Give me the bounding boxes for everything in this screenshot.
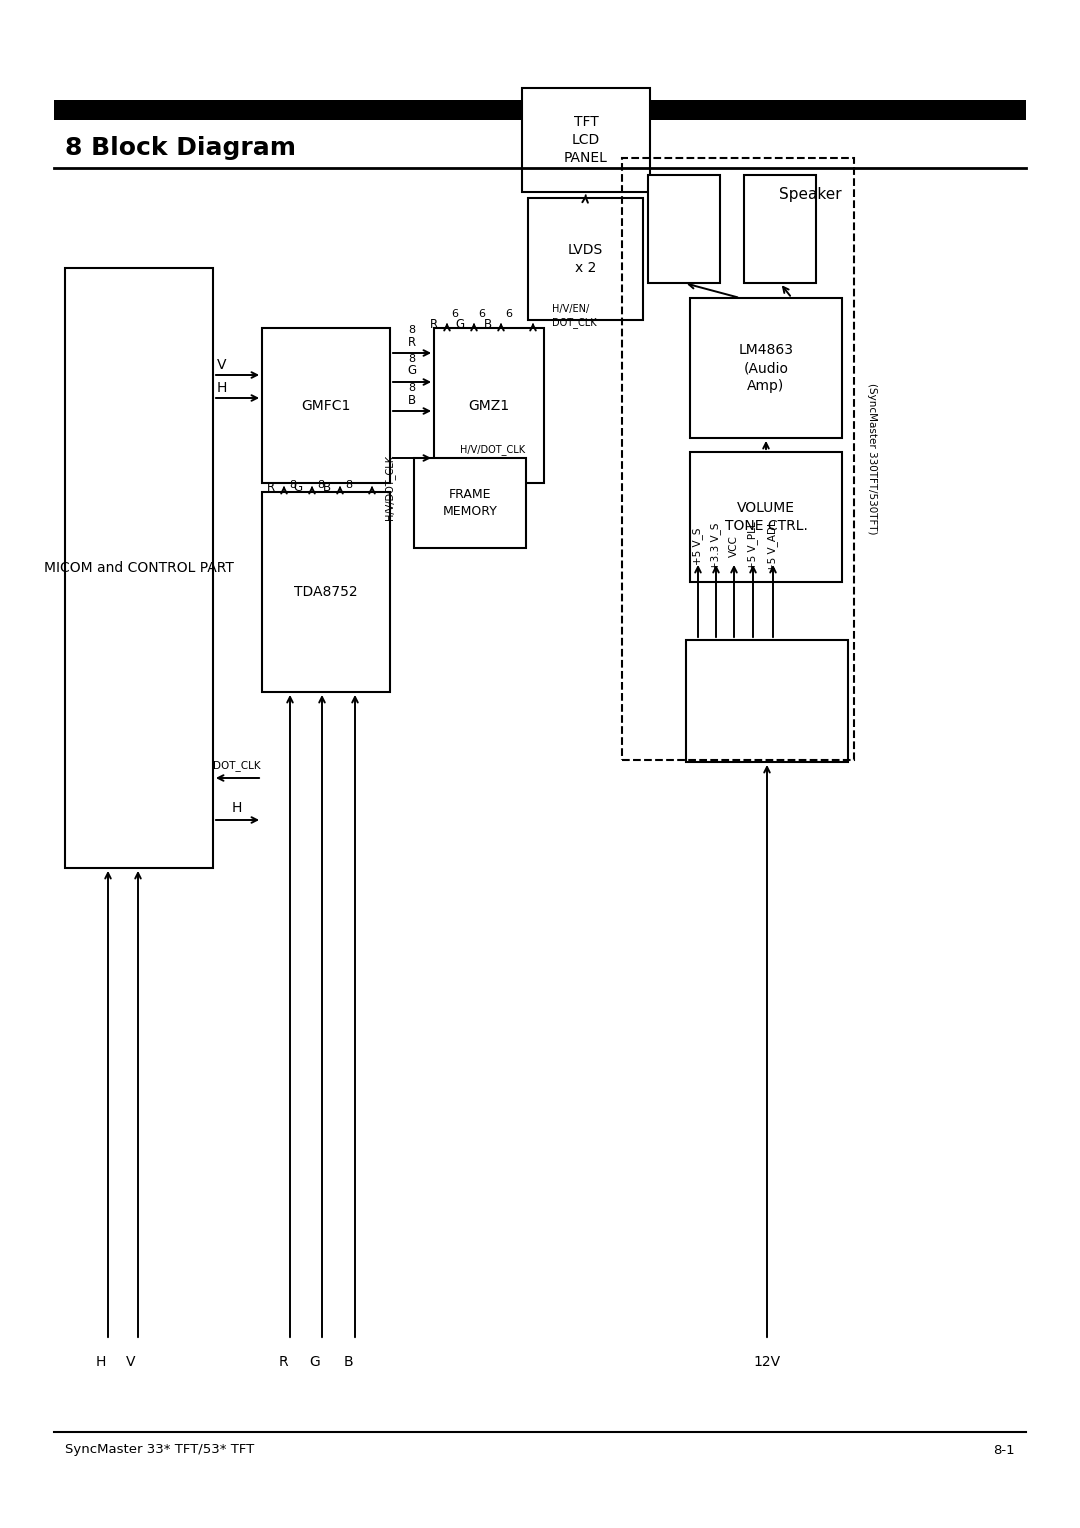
Text: R: R: [408, 336, 416, 348]
Text: R: R: [430, 318, 438, 330]
Text: MICOM and CONTROL PART: MICOM and CONTROL PART: [44, 561, 234, 575]
Text: +5 V_ADL: +5 V_ADL: [768, 520, 779, 571]
FancyBboxPatch shape: [744, 176, 816, 283]
Text: B: B: [343, 1355, 353, 1369]
Text: R: R: [267, 481, 275, 494]
Text: 8: 8: [289, 480, 296, 490]
Text: 8 Block Diagram: 8 Block Diagram: [65, 136, 296, 160]
Text: FRAME
MEMORY: FRAME MEMORY: [443, 489, 498, 518]
Text: 8-1: 8-1: [994, 1444, 1015, 1456]
Text: GMFC1: GMFC1: [301, 399, 351, 413]
Text: LVDS
x 2: LVDS x 2: [568, 243, 603, 275]
Text: TDA8752: TDA8752: [294, 585, 357, 599]
FancyBboxPatch shape: [262, 492, 390, 692]
Text: H/V/DOT_CLK: H/V/DOT_CLK: [384, 454, 395, 520]
Text: 8: 8: [408, 325, 416, 335]
Text: G: G: [456, 318, 465, 330]
Text: B: B: [408, 394, 416, 406]
Text: 8: 8: [345, 480, 352, 490]
Text: G: G: [310, 1355, 321, 1369]
Text: VOLUME
TONE CTRL.: VOLUME TONE CTRL.: [725, 501, 808, 533]
FancyBboxPatch shape: [414, 458, 526, 549]
Text: V: V: [217, 358, 227, 371]
Text: SyncMaster 33* TFT/53* TFT: SyncMaster 33* TFT/53* TFT: [65, 1444, 254, 1456]
Text: (SyncMaster 330TFT/530TFT): (SyncMaster 330TFT/530TFT): [867, 384, 877, 535]
Text: H: H: [96, 1355, 106, 1369]
FancyBboxPatch shape: [528, 199, 643, 319]
Text: G: G: [294, 481, 303, 494]
FancyBboxPatch shape: [686, 640, 848, 762]
Text: H: H: [217, 380, 227, 396]
Text: H/V/DOT_CLK: H/V/DOT_CLK: [460, 445, 525, 455]
Text: 6: 6: [478, 309, 485, 319]
Text: LM4863
(Audio
Amp): LM4863 (Audio Amp): [739, 344, 794, 393]
Text: 8: 8: [408, 384, 416, 393]
FancyBboxPatch shape: [690, 298, 842, 439]
Text: 8: 8: [318, 480, 324, 490]
FancyBboxPatch shape: [262, 329, 390, 483]
Text: GMZ1: GMZ1: [469, 399, 510, 413]
FancyBboxPatch shape: [434, 329, 544, 483]
Text: 6: 6: [451, 309, 458, 319]
Text: B: B: [323, 481, 330, 494]
Text: TFT
LCD
PANEL: TFT LCD PANEL: [564, 115, 608, 165]
FancyBboxPatch shape: [65, 267, 213, 868]
Text: G: G: [407, 365, 417, 377]
Text: Speaker: Speaker: [780, 188, 842, 203]
Text: 6: 6: [505, 309, 512, 319]
FancyBboxPatch shape: [690, 452, 842, 582]
Text: H: H: [232, 801, 242, 814]
Text: DOT_CLK: DOT_CLK: [213, 761, 260, 772]
Text: R: R: [279, 1355, 287, 1369]
Text: 12V: 12V: [754, 1355, 781, 1369]
Text: +5 V_PLL: +5 V_PLL: [747, 521, 758, 570]
Text: B: B: [484, 318, 492, 330]
Bar: [54, 99, 1026, 121]
FancyBboxPatch shape: [522, 89, 650, 193]
Text: 8: 8: [408, 354, 416, 364]
Text: V: V: [126, 1355, 136, 1369]
Text: +3.3 V_S: +3.3 V_S: [711, 523, 721, 570]
Text: VCC: VCC: [729, 535, 739, 556]
Text: +5 V_S: +5 V_S: [692, 527, 703, 565]
FancyBboxPatch shape: [648, 176, 720, 283]
Text: H/V/EN/
DOT_CLK: H/V/EN/ DOT_CLK: [552, 304, 596, 327]
